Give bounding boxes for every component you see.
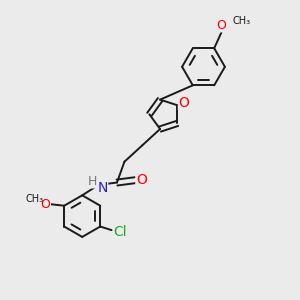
Text: O: O xyxy=(40,198,50,211)
Text: N: N xyxy=(97,181,108,195)
Text: O: O xyxy=(217,19,226,32)
Text: CH₃: CH₃ xyxy=(26,194,44,205)
Text: Cl: Cl xyxy=(114,225,127,238)
Text: O: O xyxy=(136,173,147,187)
Text: CH₃: CH₃ xyxy=(233,16,251,26)
Text: O: O xyxy=(178,96,189,110)
Text: H: H xyxy=(87,175,97,188)
